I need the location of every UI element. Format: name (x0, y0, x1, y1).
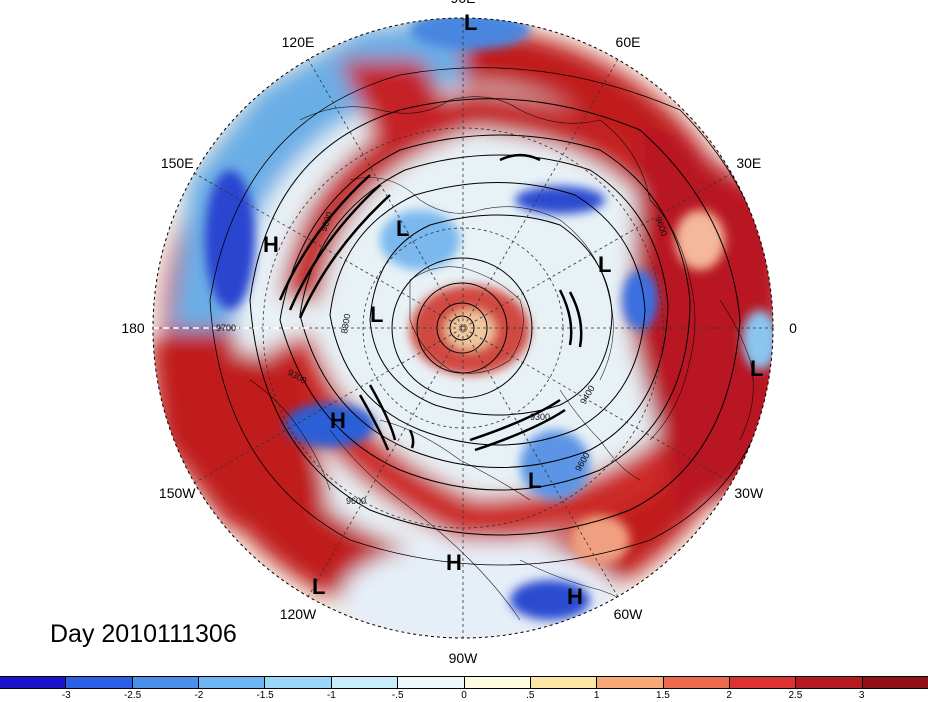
colorbar-segment (464, 677, 531, 688)
longitude-label: 120E (282, 34, 315, 50)
colorbar-segment (729, 677, 797, 688)
longitude-labels: 90E 60E 30E 0 30W 60W 90W 120W 150W 180 150E 120E (121, 0, 797, 666)
longitude-label: 150E (161, 155, 194, 171)
contour-label-9300: 9300 (530, 412, 550, 422)
colorbar-segment (0, 677, 67, 688)
longitude-label: 180 (121, 320, 145, 336)
colorbar-segment (597, 677, 664, 688)
high-marker: H (567, 584, 583, 609)
longitude-label: 30E (736, 155, 761, 171)
low-marker: L (396, 216, 409, 241)
colorbar-segment (663, 677, 730, 688)
date-title: Day 2010111306 (50, 620, 237, 648)
low-marker: L (598, 252, 611, 277)
high-marker: H (263, 232, 279, 257)
low-marker: L (464, 10, 477, 35)
contour-label-9700: 9700 (216, 323, 236, 333)
pressure-markers: L L L L L L L H H H H (263, 10, 763, 609)
colorbar-tick-label: -1 (326, 690, 336, 701)
colorbar-tick-label: -.5 (391, 690, 404, 701)
colorbar-segment (398, 677, 465, 688)
low-marker: L (370, 302, 383, 327)
colorbar-segment (530, 677, 598, 688)
low-marker: L (750, 356, 763, 381)
longitude-label: 120W (280, 606, 317, 622)
longitude-label: 90E (451, 0, 476, 6)
contour-label-8800: 8800 (339, 313, 352, 334)
colorbar-tick-label: 2.5 (788, 690, 803, 701)
colorbar-tick-label: -3 (61, 690, 71, 701)
colorbar-segment (66, 677, 133, 688)
longitude-label: 90W (449, 650, 479, 666)
colorbar (0, 676, 928, 689)
colorbar-labels: -3 -2.5 -2 -1.5 -1 -.5 0 .5 1 1.5 2 2.5 3 (0, 690, 928, 702)
polar-map: 90E 60E 30E 0 30W 60W 90W 120W 150W 180 150E 120E 9… (121, 0, 797, 666)
colorbar-segment (265, 677, 332, 688)
colorbar-segment (796, 677, 863, 688)
colorbar-tick-label: -2 (194, 690, 204, 701)
low-marker: L (312, 574, 325, 599)
colorbar-tick-label: 1 (593, 690, 600, 701)
colorbar-tick-label: -2.5 (123, 690, 142, 701)
longitude-label: 150W (159, 485, 196, 501)
colorbar-tick-label: 3 (858, 690, 865, 701)
colorbar-tick-label: -1.5 (256, 690, 274, 701)
longitude-label: 60E (616, 34, 641, 50)
high-marker: H (446, 550, 462, 575)
map-boundary (152, 17, 774, 639)
high-marker: H (330, 408, 346, 433)
longitude-label: 0 (789, 320, 797, 336)
low-marker: L (528, 468, 541, 493)
colorbar-segment (862, 677, 928, 688)
contour-label-9600-c: 9600 (346, 496, 366, 506)
colorbar-tick-label: .5 (526, 690, 535, 701)
colorbar-segment (199, 677, 266, 688)
longitude-label: 60W (614, 606, 644, 622)
colorbar-tick-label: 1.5 (655, 690, 670, 701)
anomaly-field (153, 18, 773, 638)
colorbar-segment (331, 677, 399, 688)
colorbar-tick-label: 0 (461, 690, 467, 701)
colorbar-segment (132, 677, 200, 688)
longitude-label: 30W (734, 485, 764, 501)
colorbar-tick-label: 2 (726, 690, 732, 701)
